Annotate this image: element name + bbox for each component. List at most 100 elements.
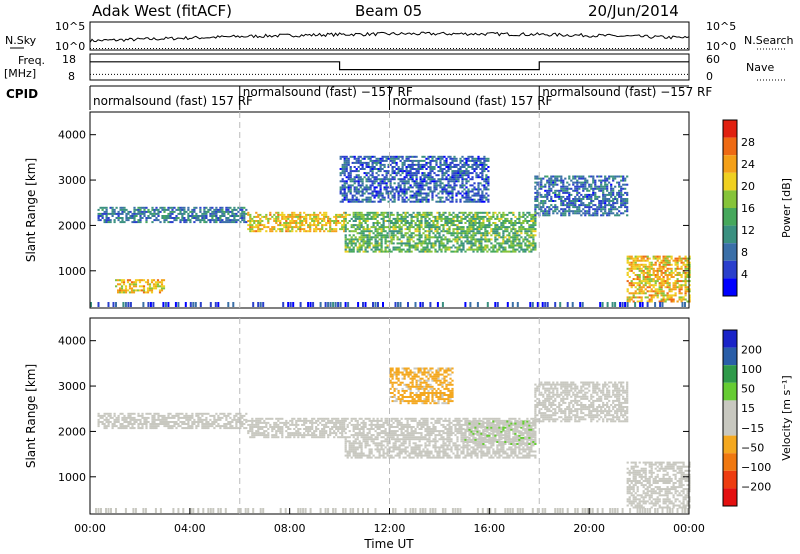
- echo-cell: [464, 232, 467, 235]
- echo-cell: [161, 421, 164, 423]
- echo-cell: [588, 204, 591, 207]
- echo-cell: [648, 300, 651, 303]
- echo-cell: [640, 267, 643, 270]
- echo-cell: [658, 278, 661, 281]
- echo-cell: [562, 200, 565, 202]
- echo-cell: [666, 278, 669, 281]
- echo-cell: [684, 265, 687, 268]
- echo-cell: [187, 208, 190, 211]
- echo-cell: [494, 224, 497, 227]
- echo-cell: [381, 182, 384, 185]
- echo-cell: [201, 215, 204, 217]
- echo-cell: [447, 190, 450, 193]
- echo-cell: [255, 430, 258, 433]
- echo-cell: [483, 155, 486, 158]
- echo-cell: [672, 282, 675, 285]
- echo-cell: [510, 230, 513, 233]
- echo-cell: [471, 172, 474, 175]
- echo-cell: [688, 294, 691, 297]
- ground-scatter-cell: [232, 302, 235, 307]
- echo-cell: [392, 232, 395, 235]
- echo-cell: [592, 177, 595, 180]
- echo-cell: [121, 221, 124, 224]
- echo-cell: [443, 190, 446, 193]
- echo-cell: [273, 423, 276, 426]
- echo-cell: [237, 427, 240, 430]
- echo-cell: [120, 285, 124, 288]
- echo-cell: [299, 419, 302, 422]
- echo-cell: [153, 210, 156, 213]
- echo-cell: [171, 416, 174, 419]
- echo-cell: [616, 200, 619, 202]
- echo-cell: [592, 191, 595, 194]
- echo-cell: [636, 257, 639, 260]
- echo-cell: [305, 220, 308, 222]
- echo-cell: [119, 412, 122, 415]
- echo-cell: [217, 208, 220, 211]
- echo-cell: [534, 195, 537, 198]
- echo-cell: [131, 416, 134, 419]
- echo-cell: [247, 432, 250, 435]
- echo-cell: [121, 425, 124, 428]
- echo-cell: [437, 184, 440, 187]
- echo-cell: [145, 210, 148, 213]
- echo-cell: [119, 221, 122, 224]
- colorbar-tick-label: 20: [741, 180, 755, 193]
- echo-cell: [688, 263, 691, 266]
- echo-cell: [167, 412, 170, 415]
- echo-cell: [487, 188, 490, 191]
- echo-cell: [362, 220, 365, 222]
- echo-cell: [524, 213, 527, 216]
- echo-cell: [442, 213, 445, 216]
- echo-cell: [684, 298, 687, 301]
- echo-cell: [464, 250, 467, 253]
- echo-cell: [350, 236, 353, 239]
- echo-cell: [231, 425, 234, 428]
- echo-cell: [466, 220, 469, 222]
- echo-cell: [453, 163, 456, 166]
- echo-cell: [120, 289, 124, 292]
- echo-cell: [574, 206, 577, 209]
- echo-cell: [662, 271, 665, 274]
- echo-cell: [115, 285, 118, 288]
- echo-cell: [459, 157, 462, 160]
- echo-cell: [131, 425, 134, 428]
- colorbar-tick-label: 8: [741, 246, 748, 259]
- noise-right-bottom: 10^0: [706, 40, 736, 53]
- echo-cell: [554, 175, 557, 178]
- echo-cell: [229, 219, 232, 222]
- echo-cell: [540, 202, 543, 205]
- echo-cell: [233, 212, 236, 215]
- echo-cell: [668, 298, 671, 301]
- echo-cell: [594, 191, 597, 194]
- echo-cell: [648, 290, 651, 293]
- echo-cell: [630, 284, 633, 287]
- echo-cell: [680, 274, 683, 276]
- echo-cell: [375, 172, 378, 175]
- echo-cell: [408, 222, 411, 224]
- echo-cell: [163, 206, 166, 209]
- echo-cell: [460, 232, 463, 235]
- echo-cell: [608, 193, 611, 196]
- echo-cell: [429, 155, 432, 158]
- echo-cell: [275, 211, 278, 214]
- echo-cell: [241, 414, 244, 417]
- echo-cell: [481, 170, 484, 173]
- echo-cell: [441, 196, 444, 199]
- echo-cell: [474, 244, 477, 247]
- echo-cell: [221, 210, 224, 213]
- echo-cell: [289, 230, 292, 233]
- echo-cell: [357, 198, 360, 201]
- echo-cell: [536, 189, 539, 192]
- echo-cell: [672, 286, 675, 289]
- echo-cell: [598, 179, 601, 182]
- echo-cell: [628, 296, 631, 299]
- echo-cell: [359, 184, 362, 187]
- echo-cell: [548, 214, 551, 217]
- echo-cell: [153, 416, 156, 419]
- echo-cell: [209, 425, 212, 428]
- echo-cell: [358, 224, 361, 227]
- echo-cell: [406, 215, 409, 218]
- echo-cell: [215, 425, 218, 428]
- echo-cell: [426, 230, 429, 233]
